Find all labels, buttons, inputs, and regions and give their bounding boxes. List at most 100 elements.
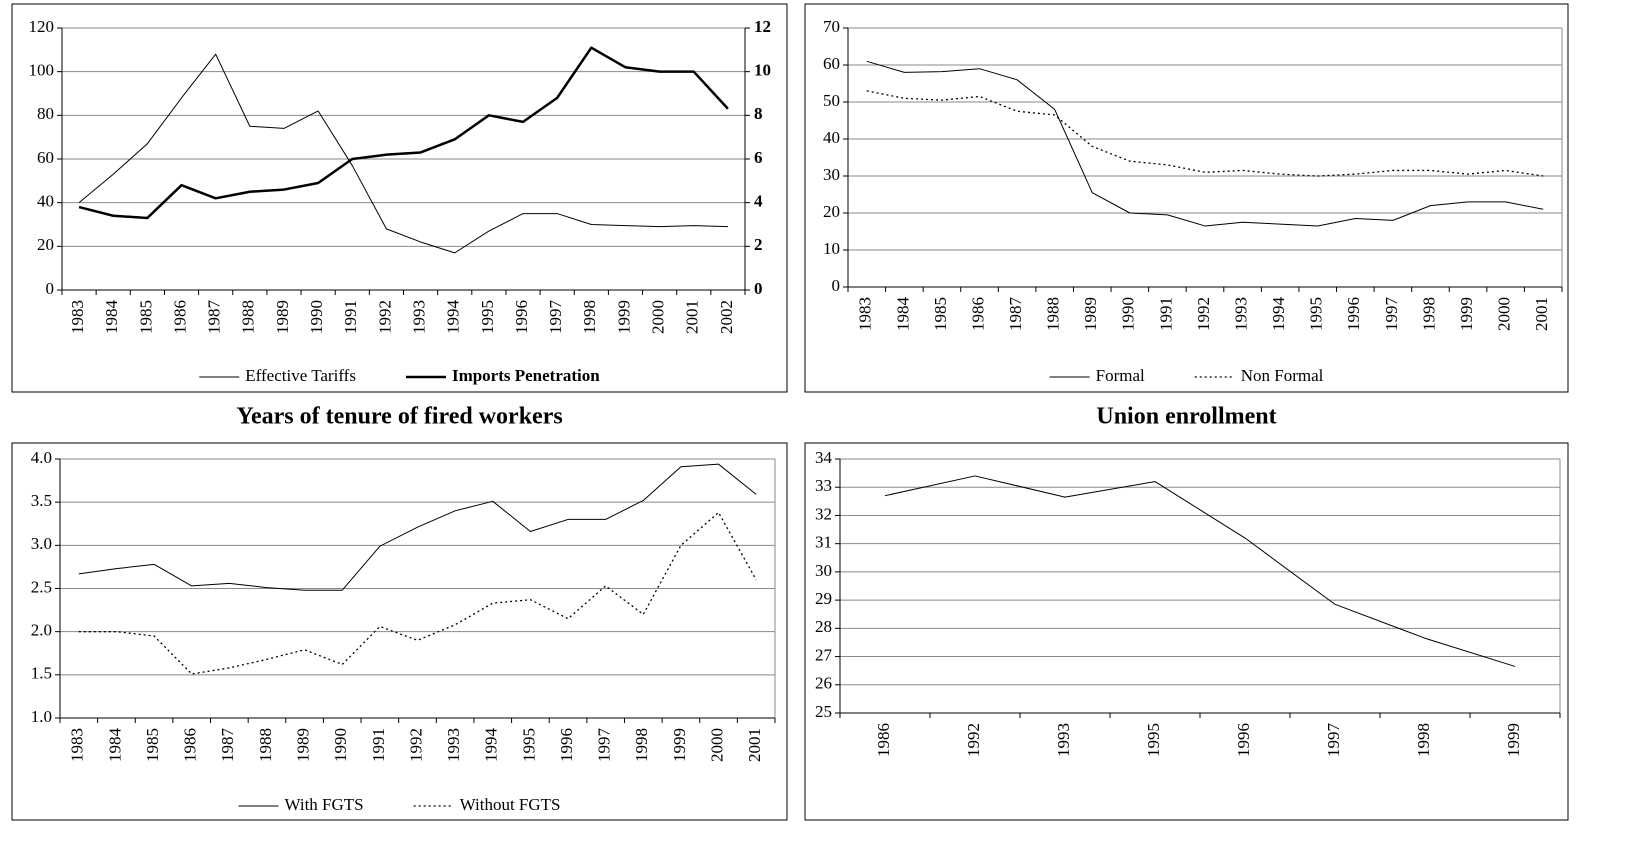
x-tick-label: 1995	[519, 728, 538, 762]
y-tick-label: 34	[815, 448, 833, 467]
x-tick-label: 1997	[595, 728, 614, 763]
chart-frame	[804, 3, 1569, 393]
legend-label: Formal	[1096, 366, 1145, 385]
x-tick-label: 1994	[1269, 297, 1288, 332]
chart-title: Years of tenure of fired workers	[236, 404, 562, 430]
y-tick-label: 0	[832, 276, 841, 295]
y-tick-label: 1.5	[31, 664, 52, 683]
y-tick-label: 50	[823, 91, 840, 110]
y-tick-label: 25	[815, 702, 832, 721]
y-tick-label: 26	[815, 674, 832, 693]
x-tick-label: 1992	[964, 723, 983, 757]
x-tick-label: 2001	[1532, 297, 1551, 331]
chart-frame	[804, 442, 1569, 821]
x-tick-label: 1983	[68, 300, 87, 334]
x-tick-label: 1983	[68, 728, 87, 762]
y-tick-label: 31	[815, 533, 832, 552]
x-tick-label: 1989	[294, 728, 313, 762]
x-tick-label: 1997	[546, 300, 565, 335]
x-tick-label: 1990	[331, 728, 350, 762]
x-tick-label: 1999	[670, 728, 689, 762]
x-tick-label: 1993	[409, 300, 428, 334]
x-tick-label: 1997	[1324, 723, 1343, 758]
x-tick-label: 1984	[102, 300, 121, 335]
y-tick-label: 20	[37, 235, 54, 254]
x-tick-label: 1989	[1081, 297, 1100, 331]
x-tick-label: 1989	[273, 300, 292, 334]
y-tick-label: 100	[29, 61, 55, 80]
x-tick-label: 1996	[1234, 723, 1253, 757]
x-tick-label: 1998	[632, 728, 651, 762]
x-tick-label: 2001	[683, 300, 702, 334]
y-tick-label: 60	[37, 148, 54, 167]
x-tick-label: 1998	[1419, 297, 1438, 331]
series-line	[866, 90, 1544, 177]
x-tick-label: 1998	[580, 300, 599, 334]
x-tick-label: 1994	[482, 728, 501, 763]
y2-tick-label: 0	[754, 279, 763, 298]
series-line	[884, 475, 1516, 667]
x-tick-label: 1999	[614, 300, 633, 334]
y-tick-label: 2.5	[31, 577, 52, 596]
legend-label: Effective Tariffs	[245, 366, 356, 385]
y2-tick-label: 10	[754, 61, 771, 80]
legend-label: Non Formal	[1241, 366, 1324, 385]
y-tick-label: 32	[815, 504, 832, 523]
chart-title: Union enrollment	[1096, 404, 1276, 430]
y2-tick-label: 2	[754, 235, 763, 254]
x-tick-label: 1993	[444, 728, 463, 762]
y-tick-label: 30	[815, 561, 832, 580]
y-tick-label: 10	[823, 239, 840, 258]
x-tick-label: 1999	[1457, 297, 1476, 331]
y2-tick-label: 6	[754, 148, 763, 167]
x-tick-label: 1991	[1156, 297, 1175, 331]
y-tick-label: 28	[815, 617, 832, 636]
y-tick-label: 80	[37, 104, 54, 123]
x-tick-label: 1993	[1054, 723, 1073, 757]
y-tick-label: 33	[815, 476, 832, 495]
x-tick-label: 1995	[1307, 297, 1326, 331]
x-tick-label: 1991	[341, 300, 360, 334]
legend-label: Without FGTS	[460, 795, 561, 814]
x-tick-label: 1991	[369, 728, 388, 762]
x-tick-label: 1987	[205, 300, 224, 335]
y-tick-label: 40	[37, 192, 54, 211]
x-tick-label: 1988	[239, 300, 258, 334]
x-tick-label: 1987	[218, 728, 237, 763]
y-tick-label: 3.5	[31, 491, 52, 510]
x-tick-label: 1988	[256, 728, 275, 762]
y-tick-label: 1.0	[31, 707, 52, 726]
x-tick-label: 1992	[406, 728, 425, 762]
x-tick-label: 2002	[717, 300, 736, 334]
series-line	[78, 46, 729, 220]
y-tick-label: 60	[823, 54, 840, 73]
y-tick-label: 4.0	[31, 448, 52, 467]
series-line	[78, 463, 757, 591]
x-tick-label: 1995	[478, 300, 497, 334]
x-tick-label: 1996	[1344, 297, 1363, 331]
x-tick-label: 1995	[1144, 723, 1163, 757]
x-tick-label: 1986	[181, 728, 200, 762]
x-tick-label: 1986	[170, 300, 189, 334]
y2-tick-label: 8	[754, 104, 763, 123]
y-tick-label: 70	[823, 17, 840, 36]
x-tick-label: 1986	[968, 297, 987, 331]
y-tick-label: 2.0	[31, 621, 52, 640]
y-tick-label: 20	[823, 202, 840, 221]
legend-label: With FGTS	[285, 795, 364, 814]
x-tick-label: 1985	[136, 300, 155, 334]
x-tick-label: 2000	[707, 728, 726, 762]
y2-tick-label: 4	[754, 192, 763, 211]
series-line	[78, 53, 728, 254]
y-tick-label: 29	[815, 589, 832, 608]
x-tick-label: 1990	[307, 300, 326, 334]
x-tick-label: 1999	[1504, 723, 1523, 757]
x-tick-label: 1996	[557, 728, 576, 762]
x-tick-label: 1986	[874, 723, 893, 757]
y-tick-label: 120	[29, 17, 55, 36]
x-tick-label: 2001	[745, 728, 764, 762]
y-tick-label: 30	[823, 165, 840, 184]
x-tick-label: 1985	[931, 297, 950, 331]
